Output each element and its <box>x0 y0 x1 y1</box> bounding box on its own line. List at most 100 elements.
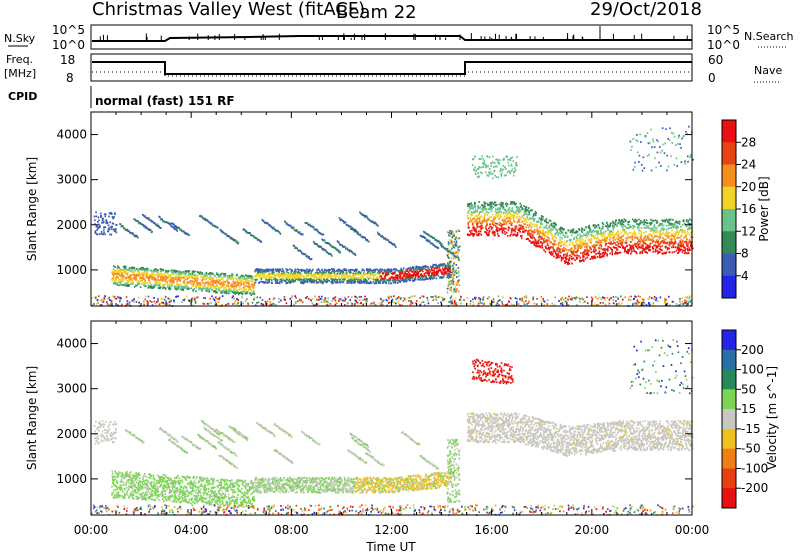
power-cell <box>452 246 455 248</box>
power-cell <box>171 277 174 280</box>
power-cell <box>160 227 162 229</box>
power-cell <box>488 232 490 235</box>
power-cell <box>566 240 568 242</box>
power-cell <box>609 224 612 227</box>
power-cell <box>117 281 120 284</box>
power-cell <box>367 270 369 272</box>
power-cell <box>336 269 338 272</box>
power-cell <box>287 271 290 274</box>
power-cell <box>510 231 513 233</box>
power-cell <box>142 271 145 274</box>
power-cell <box>221 284 224 287</box>
power-cell <box>576 237 578 240</box>
power-cell <box>443 269 445 272</box>
power-cell <box>127 277 130 279</box>
power-cell <box>538 242 540 245</box>
power-cell <box>478 217 481 220</box>
power-cell <box>136 235 139 238</box>
power-cell <box>206 219 209 222</box>
power-cell <box>188 281 191 284</box>
power-cell <box>247 280 250 283</box>
power-cell <box>231 284 233 286</box>
power-cell <box>467 223 470 225</box>
power-cell <box>566 257 568 260</box>
power-cell <box>117 265 119 268</box>
power-cell <box>357 278 359 281</box>
power-cell <box>414 267 417 270</box>
power-cell <box>256 269 258 272</box>
power-cell <box>374 270 376 273</box>
power-cell <box>423 236 425 238</box>
power-cell <box>288 274 290 276</box>
power-cell <box>384 270 386 273</box>
power-cell <box>179 275 182 278</box>
power-cell <box>605 239 608 242</box>
power-cell <box>397 277 399 280</box>
power-cell <box>154 270 156 273</box>
power-cell <box>410 275 412 278</box>
power-cell <box>517 215 519 218</box>
power-cell <box>308 256 311 258</box>
power-cell <box>233 285 235 288</box>
power-cell <box>124 266 127 269</box>
power-cell <box>333 272 335 274</box>
power-cell <box>456 289 459 291</box>
power-cell <box>121 272 123 275</box>
power-cell <box>333 275 336 277</box>
power-cell <box>341 244 343 247</box>
power-cell <box>181 271 184 274</box>
power-cell <box>429 241 431 244</box>
power-cell <box>187 286 189 288</box>
power-cell <box>424 274 426 277</box>
power-cell <box>118 284 120 287</box>
power-cell <box>132 281 134 284</box>
power-cell <box>586 256 589 259</box>
power-cell <box>320 275 323 278</box>
power-cell <box>496 203 498 206</box>
power-cell <box>559 251 562 254</box>
power-cell <box>360 275 362 278</box>
power-cell <box>114 266 116 269</box>
power-cell <box>505 214 508 217</box>
power-cell <box>134 269 136 272</box>
power-cell <box>457 246 460 249</box>
power-cell <box>565 241 567 244</box>
power-cell <box>164 271 167 274</box>
power-cell <box>275 270 278 273</box>
power-cell <box>264 281 267 283</box>
power-cell <box>196 275 199 278</box>
power-cell <box>225 288 227 291</box>
power-cell <box>155 274 157 276</box>
power-cell <box>532 219 535 221</box>
power-cell <box>491 207 493 210</box>
power-cell <box>376 231 379 234</box>
power-cell <box>537 245 540 248</box>
power-cell <box>174 269 176 272</box>
power-cell <box>364 272 367 275</box>
power-cell <box>160 277 162 280</box>
power-cell <box>316 229 319 231</box>
power-cell <box>446 248 449 250</box>
power-cell <box>591 235 594 238</box>
power-cell <box>208 290 210 293</box>
power-cell <box>510 213 513 216</box>
power-cell <box>529 239 531 242</box>
power-cell <box>457 248 459 251</box>
power-cell <box>390 268 393 271</box>
cpid-text: normal (fast) 151 RF <box>95 94 235 108</box>
power-cell <box>313 281 315 284</box>
power-cell <box>487 208 490 210</box>
power-cell <box>521 220 524 223</box>
power-cell <box>135 275 138 277</box>
power-cell <box>130 269 133 272</box>
power-cell <box>272 227 274 230</box>
power-cell <box>225 289 228 292</box>
power-cell <box>442 245 444 248</box>
power-cell <box>490 219 492 222</box>
power-cell <box>421 274 424 277</box>
power-cell <box>311 281 314 283</box>
power-cell <box>523 220 526 222</box>
power-cell <box>539 227 541 230</box>
power-cell <box>644 239 646 242</box>
power-cell <box>158 285 161 288</box>
